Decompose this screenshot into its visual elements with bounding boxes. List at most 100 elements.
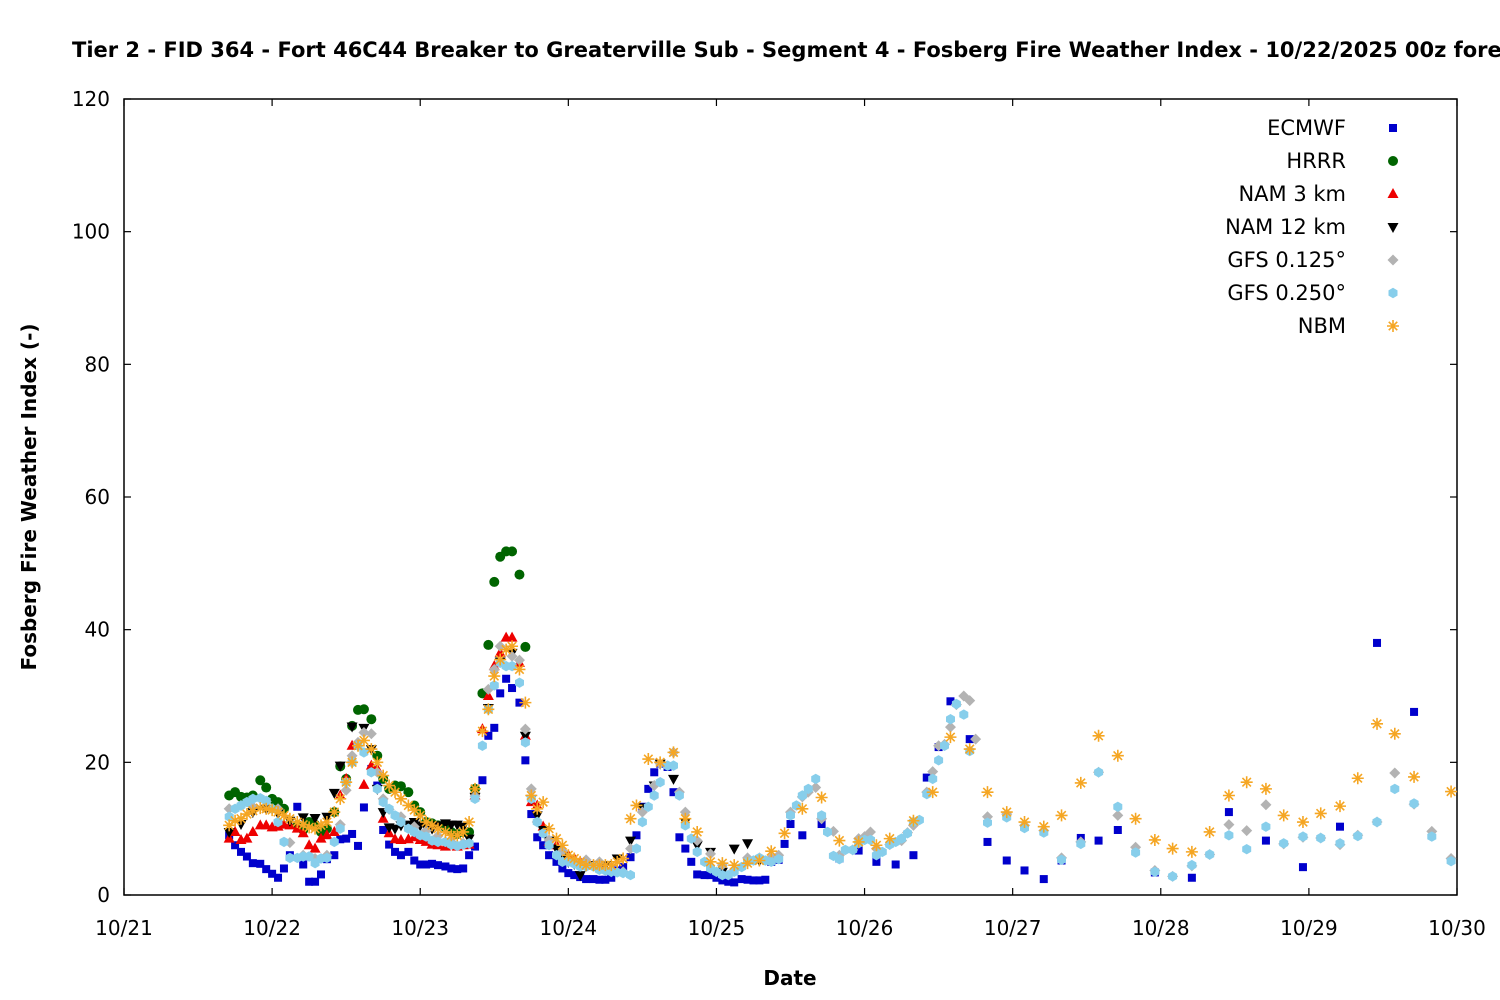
data-point <box>453 865 462 874</box>
data-point <box>1335 838 1345 849</box>
data-point <box>550 832 563 845</box>
data-point <box>520 641 531 652</box>
data-point <box>946 697 955 706</box>
data-point <box>277 809 290 822</box>
legend: ECMWF HRRR NAM 3 km NAM 12 km GFS 0.125° GFS … <box>1225 116 1399 338</box>
data-point <box>483 639 494 650</box>
data-point <box>730 878 739 887</box>
data-point <box>279 864 288 873</box>
data-point <box>420 816 433 829</box>
data-point <box>246 804 259 817</box>
x-tick-label: 10/28 <box>1132 916 1190 940</box>
data-point <box>605 859 618 872</box>
data-point <box>395 833 407 844</box>
data-point <box>574 855 587 868</box>
data-point <box>525 789 538 802</box>
y-tick-label: 40 <box>85 618 110 642</box>
data-point <box>891 860 900 869</box>
data-point <box>527 810 536 819</box>
x-tick-label: 10/21 <box>95 916 153 940</box>
data-point <box>494 646 506 657</box>
data-point <box>404 847 413 856</box>
data-point <box>724 877 733 886</box>
data-point <box>1261 836 1270 845</box>
data-point <box>1074 776 1087 789</box>
data-point <box>469 782 482 795</box>
data-point <box>488 670 501 683</box>
data-point <box>1148 833 1161 846</box>
data-point <box>330 851 339 860</box>
data-point <box>1372 816 1382 828</box>
x-tick-label: 10/22 <box>243 916 301 940</box>
data-point <box>383 779 396 792</box>
data-point <box>358 778 370 789</box>
data-point <box>741 857 754 870</box>
data-point <box>1150 866 1160 877</box>
data-point <box>803 783 813 795</box>
x-tick-label: 10/30 <box>1428 916 1486 940</box>
data-point <box>1389 767 1401 779</box>
data-point <box>1446 856 1456 867</box>
x-tick-label: 10/27 <box>984 916 1042 940</box>
chart-title: Tier 2 - FID 364 - Fort 46C44 Breaker to… <box>72 38 1500 62</box>
data-point <box>408 804 421 817</box>
data-point <box>321 823 332 834</box>
data-point <box>607 873 616 882</box>
data-point <box>240 808 253 821</box>
data-point <box>273 797 284 808</box>
data-point <box>872 857 881 866</box>
data-point <box>1298 831 1308 842</box>
data-point <box>506 631 518 642</box>
data-point <box>1205 849 1215 860</box>
data-point <box>391 847 400 856</box>
y-tick-label: 20 <box>85 750 110 774</box>
data-point <box>334 792 347 805</box>
data-point <box>907 814 920 827</box>
data-point <box>780 839 789 848</box>
data-point <box>544 840 554 851</box>
data-point <box>811 773 821 785</box>
data-point <box>304 851 314 862</box>
data-point <box>348 829 357 838</box>
data-point <box>260 819 272 830</box>
data-point <box>340 776 353 789</box>
data-points <box>223 546 1458 887</box>
data-point <box>951 698 961 710</box>
data-point <box>778 827 791 840</box>
data-point <box>550 844 562 855</box>
data-point <box>786 810 795 821</box>
data-point <box>482 690 494 700</box>
data-point <box>283 812 296 825</box>
data-point <box>691 825 704 838</box>
data-point <box>328 788 340 799</box>
y-tick-label: 0 <box>97 883 110 907</box>
data-point <box>525 783 537 795</box>
data-point <box>1039 875 1048 884</box>
data-point <box>496 689 505 698</box>
data-point <box>365 728 377 740</box>
data-point <box>1241 825 1253 837</box>
data-point <box>705 848 717 860</box>
data-point <box>482 703 495 716</box>
data-point <box>366 767 376 778</box>
data-point <box>643 801 653 812</box>
data-point <box>637 816 647 828</box>
legend-label: NBM <box>1298 314 1346 338</box>
data-point <box>552 857 561 866</box>
data-point <box>476 725 489 738</box>
data-point <box>394 792 407 805</box>
data-point <box>558 864 567 873</box>
data-point <box>231 841 240 850</box>
data-point <box>532 816 542 828</box>
data-point <box>237 847 246 856</box>
legend-label: NAM 3 km <box>1238 182 1346 206</box>
data-point <box>718 876 727 885</box>
data-point <box>279 836 289 848</box>
data-point <box>797 790 807 801</box>
data-point <box>385 840 394 849</box>
legend-marker <box>1388 287 1398 299</box>
data-point <box>414 809 427 822</box>
data-point <box>241 832 253 843</box>
data-point <box>1168 871 1178 882</box>
data-point <box>439 825 452 838</box>
